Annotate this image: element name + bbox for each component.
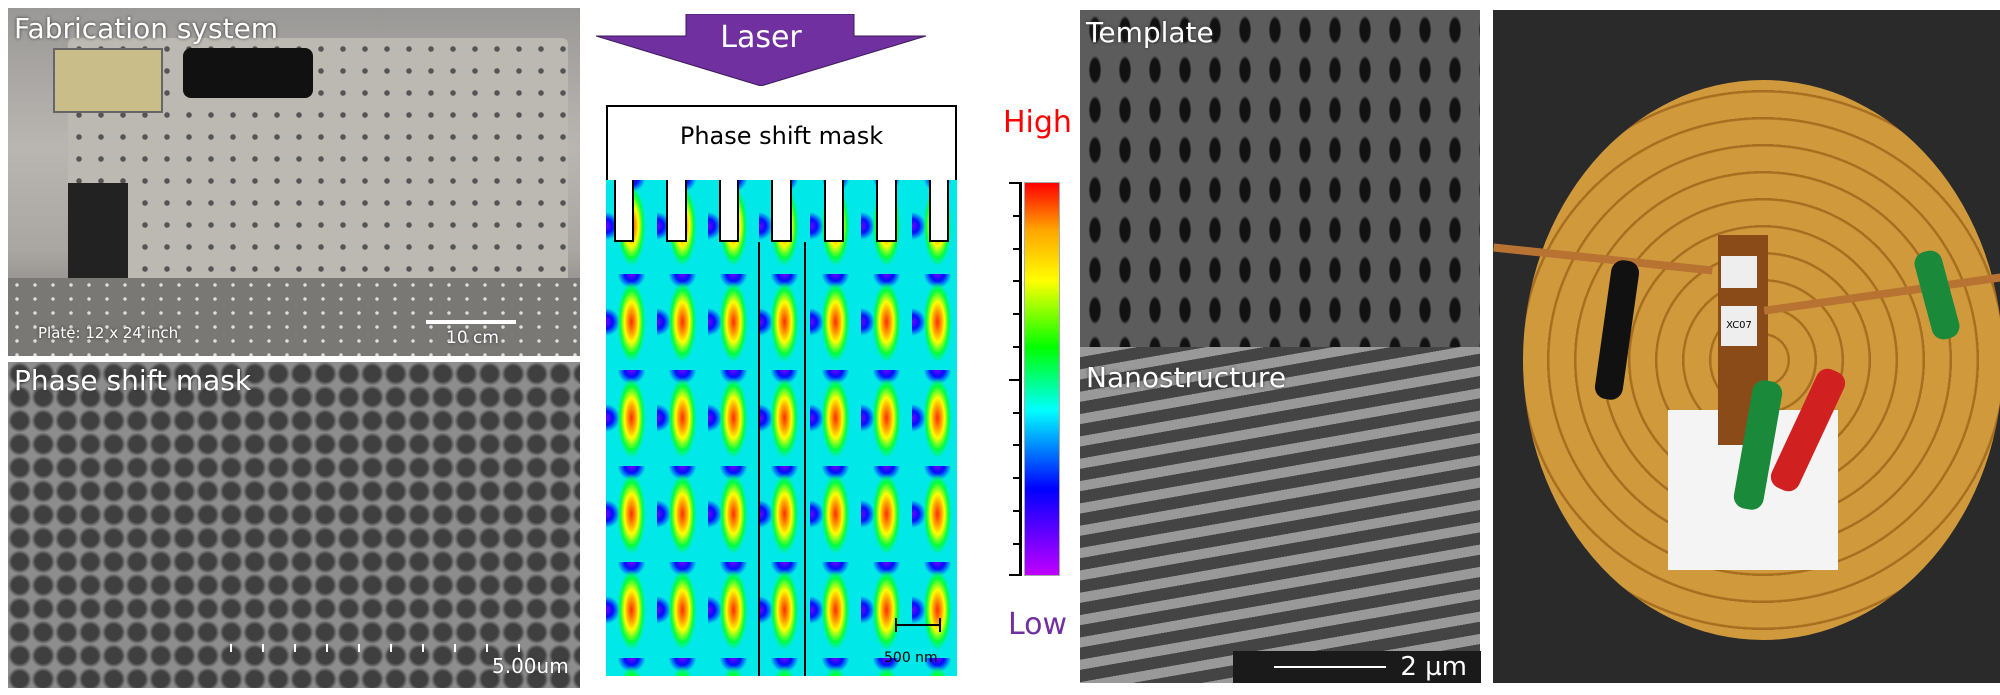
scale-bar: [426, 320, 516, 324]
plate-size-label: Plate: 12 x 24 inch: [38, 324, 179, 342]
unit-cell-outline: [758, 242, 806, 676]
colorbar-low-label: Low: [1008, 607, 1068, 642]
optical-table: [8, 278, 580, 356]
panel-title: Fabrication system: [14, 12, 279, 45]
panel-title: Template: [1086, 16, 1214, 49]
scale-label: 10 cm: [446, 328, 499, 348]
chip-label: XC07: [1721, 306, 1757, 346]
mount: [68, 183, 128, 278]
laser-head: [53, 48, 163, 113]
fabrication-system-photo: Fabrication system Plate: 12 x 24 inch 1…: [8, 8, 580, 356]
template-sem: Template: [1080, 10, 1480, 347]
panel-title: Phase shift mask: [14, 364, 252, 397]
sensor-block: [1721, 256, 1757, 288]
laser-arrow: [596, 14, 926, 86]
scale-bar: [1274, 666, 1387, 668]
scale-bar: [895, 618, 941, 632]
scale-bar-box: 2 µm: [1233, 651, 1481, 683]
beam-expander: [183, 48, 313, 98]
phase-shift-mask: [606, 105, 957, 180]
colorbar: [1024, 182, 1060, 576]
intensity-field-map: [606, 178, 957, 676]
phase-mask-sem: Phase shift mask 5.00um: [8, 362, 580, 688]
mask-label: Phase shift mask: [679, 122, 884, 150]
laser-label: Laser: [720, 20, 802, 55]
colorbar-high-label: High: [1003, 105, 1072, 140]
scale-label: 500 nm: [884, 650, 938, 666]
scale-label: 2 µm: [1400, 652, 1467, 682]
mask-teeth: [606, 178, 957, 242]
scale-label: 5.00um: [492, 654, 569, 678]
nanostructure-sem: Nanostructure: [1080, 347, 1480, 683]
panel-title: Nanostructure: [1086, 361, 1287, 394]
colorbar-axis: [1009, 182, 1022, 576]
scale-ticks: [230, 644, 520, 652]
device-test-stage-photo: XC07: [1493, 10, 2000, 683]
